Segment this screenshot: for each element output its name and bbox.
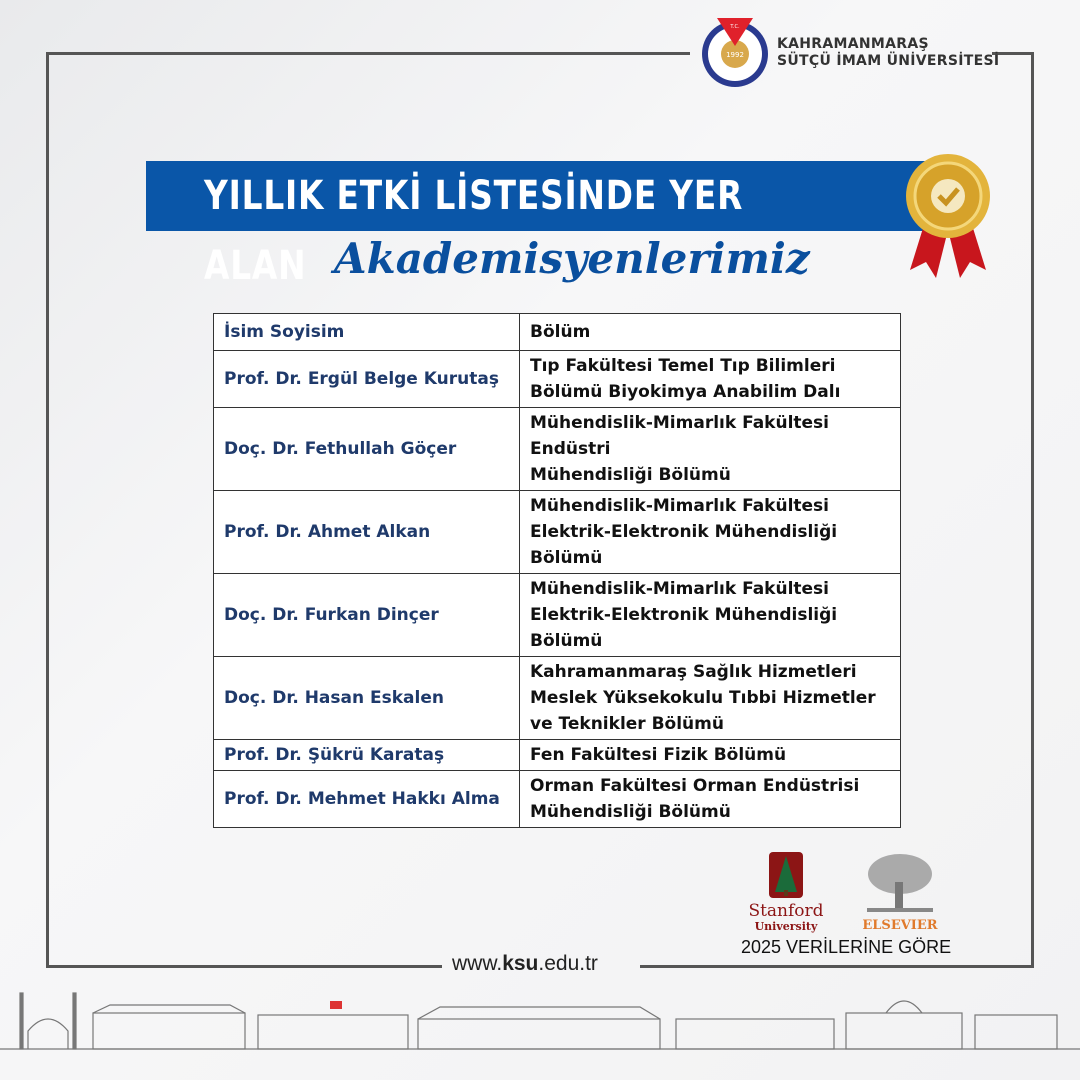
frame-top-left xyxy=(46,52,690,55)
department-line: Meslek Yüksekokulu Tıbbi Hizmetler xyxy=(530,688,876,708)
table-header-row: İsim Soyisim Bölüm xyxy=(213,313,901,351)
department-line: Elektrik-Elektronik Mühendisliği xyxy=(530,522,838,542)
table-row: Doç. Dr. Hasan Eskalen Kahramanmaraş Sağl… xyxy=(213,656,901,740)
url-suffix: .edu.tr xyxy=(538,952,598,975)
academic-name: Prof. Dr. Mehmet Hakkı Alma xyxy=(213,770,520,828)
table-row: Prof. Dr. Ahmet Alkan Mühendislik-Mimarlı… xyxy=(213,490,901,574)
academic-department: Kahramanmaraş Sağlık Hizmetleri Meslek Yü… xyxy=(519,656,901,740)
department-line: Endüstri xyxy=(530,439,611,459)
academic-department: Mühendislik-Mimarlık Fakültesi Elektrik-E… xyxy=(519,573,901,657)
stanford-logo: Stanford University xyxy=(748,852,824,933)
frame-bottom-left xyxy=(46,965,442,968)
academic-department: Orman Fakültesi Orman Endüstrisi Mühendis… xyxy=(519,770,901,828)
academic-name: Doç. Dr. Hasan Eskalen xyxy=(213,656,520,740)
university-name-line1: KAHRAMANMARAŞ xyxy=(777,36,929,52)
department-line: Tıp Fakültesi Temel Tıp Bilimleri xyxy=(530,356,836,376)
department-line: Mühendislik-Mimarlık Fakültesi xyxy=(530,579,830,599)
table-row: Prof. Dr. Şükrü Karataş Fen Fakültesi Fiz… xyxy=(213,739,901,771)
department-line: Mühendislik-Mimarlık Fakültesi xyxy=(530,496,830,516)
elsevier-name: ELSEVIER xyxy=(862,918,938,933)
academic-department: Mühendislik-Mimarlık Fakültesi Endüstri Mü… xyxy=(519,407,901,491)
table-row: Doç. Dr. Fethullah Göçer Mühendislik-Mima… xyxy=(213,407,901,491)
department-line: Fen Fakültesi Fizik Bölümü xyxy=(530,745,787,765)
stanford-s-icon xyxy=(769,852,803,898)
department-line: Bölümü xyxy=(530,548,603,568)
department-line: Bölümü xyxy=(530,631,603,651)
website-url[interactable]: www.ksu.edu.tr xyxy=(452,952,598,976)
header-name: İsim Soyisim xyxy=(213,313,520,351)
academics-table: İsim Soyisim Bölüm Prof. Dr. Ergül Belge… xyxy=(213,313,901,828)
campus-skyline-illustration xyxy=(0,992,1080,1050)
stanford-name: Stanford xyxy=(748,901,824,921)
department-line: Bölümü Biyokimya Anabilim Dalı xyxy=(530,382,841,402)
svg-text:T.C.: T.C. xyxy=(729,24,740,30)
academic-department: Tıp Fakültesi Temel Tıp Bilimleri Bölümü … xyxy=(519,350,901,408)
table-row: Doç. Dr. Furkan Dinçer Mühendislik-Mimarl… xyxy=(213,573,901,657)
university-name: KAHRAMANMARAŞ SÜTÇÜ İMAM ÜNİVERSİTESİ xyxy=(777,36,999,70)
academic-name: Prof. Dr. Şükrü Karataş xyxy=(213,739,520,771)
department-line: Mühendisliği Bölümü xyxy=(530,802,731,822)
elsevier-logo: ELSEVIER xyxy=(860,852,940,933)
frame-top-right xyxy=(992,52,1034,55)
url-domain: ksu xyxy=(502,952,539,975)
academic-name: Prof. Dr. Ergül Belge Kurutaş xyxy=(213,350,520,408)
award-medal-icon xyxy=(906,154,990,278)
elsevier-tree-icon xyxy=(867,854,933,912)
banner-subtitle: Akademisyenlerimiz xyxy=(334,234,810,283)
banner-title: YILLIK ETKİ LİSTESİNDE YER ALAN xyxy=(204,173,744,289)
stanford-university: University xyxy=(754,920,818,933)
department-line: Orman Fakültesi Orman Endüstrisi xyxy=(530,776,860,796)
title-banner: YILLIK ETKİ LİSTESİNDE YER ALAN xyxy=(146,161,926,289)
url-prefix: www. xyxy=(452,952,503,975)
header-dept: Bölüm xyxy=(519,313,901,351)
table-row: Prof. Dr. Mehmet Hakkı Alma Orman Fakülte… xyxy=(213,770,901,828)
university-name-line2: SÜTÇÜ İMAM ÜNİVERSİTESİ xyxy=(777,53,1000,69)
department-line: Mühendisliği Bölümü xyxy=(530,465,731,485)
academic-name: Doç. Dr. Fethullah Göçer xyxy=(213,407,520,491)
data-year-note: 2025 VERİLERİNE GÖRE xyxy=(741,937,952,957)
department-line: ve Teknikler Bölümü xyxy=(530,714,724,734)
academic-name: Prof. Dr. Ahmet Alkan xyxy=(213,490,520,574)
frame-bottom-right xyxy=(640,965,1034,968)
university-logo: T.C. 1992 xyxy=(702,18,768,87)
frame-left xyxy=(46,52,49,968)
academic-name: Doç. Dr. Furkan Dinçer xyxy=(213,573,520,657)
frame-right xyxy=(1031,52,1034,968)
svg-text:1992: 1992 xyxy=(726,51,744,59)
department-line: Elektrik-Elektronik Mühendisliği xyxy=(530,605,838,625)
department-line: Mühendislik-Mimarlık Fakültesi xyxy=(530,413,830,433)
table-row: Prof. Dr. Ergül Belge Kurutaş Tıp Fakülte… xyxy=(213,350,901,408)
academic-department: Mühendislik-Mimarlık Fakültesi Elektrik-E… xyxy=(519,490,901,574)
department-line: Kahramanmaraş Sağlık Hizmetleri xyxy=(530,662,857,682)
academic-department: Fen Fakültesi Fizik Bölümü xyxy=(519,739,901,771)
